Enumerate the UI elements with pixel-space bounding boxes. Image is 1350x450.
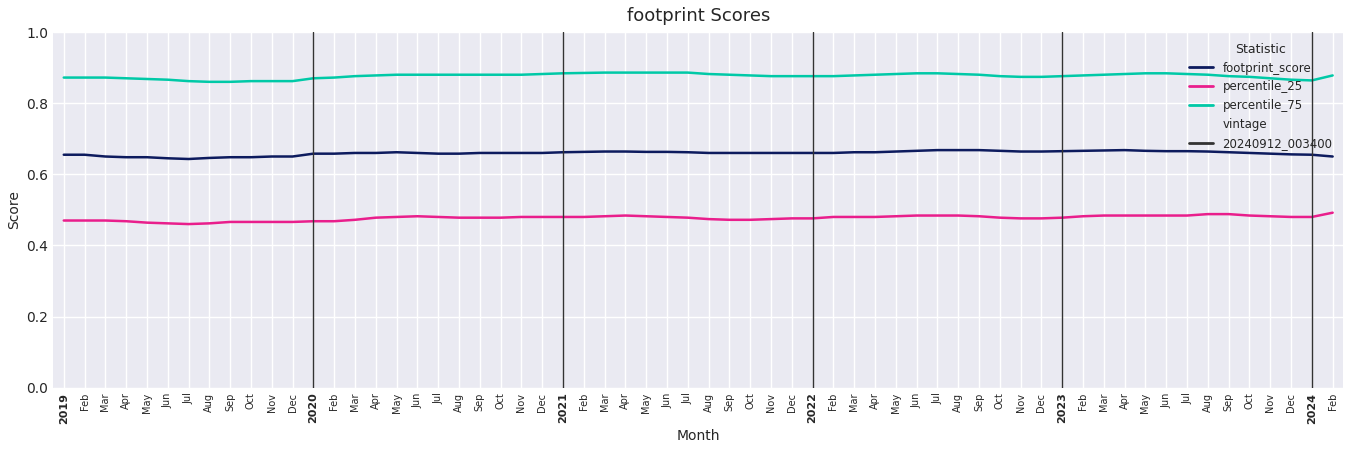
Y-axis label: Score: Score — [7, 190, 22, 230]
Title: footprint Scores: footprint Scores — [626, 7, 769, 25]
Legend: footprint_score, percentile_25, percentile_75, vintage, 20240912_003400: footprint_score, percentile_25, percenti… — [1185, 38, 1336, 155]
X-axis label: Month: Month — [676, 429, 720, 443]
